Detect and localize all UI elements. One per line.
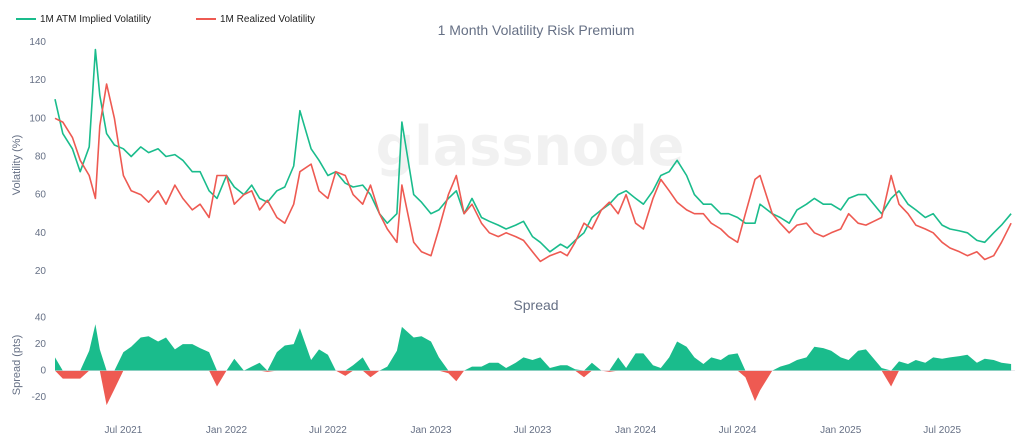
spread-y-axis-ticks: -20 0 20 40 [32, 313, 47, 403]
spread-y-axis-title: Spread (pts) [11, 335, 23, 396]
spread-y-tick-label: 0 [40, 366, 46, 377]
main-chart-title: 1 Month Volatility Risk Premium [438, 22, 635, 38]
y-tick-label: 20 [35, 266, 47, 277]
spread-chart-title: Spread [513, 297, 558, 313]
y-tick-label: 40 [35, 228, 47, 239]
spread-y-tick-label: -20 [32, 392, 47, 403]
x-tick-label: Jul 2021 [104, 425, 142, 436]
x-tick-label: Jul 2023 [514, 425, 552, 436]
main-y-axis-ticks: 20 40 60 80 100 120 140 [29, 37, 46, 277]
legend-label-implied[interactable]: 1M ATM Implied Volatility [40, 14, 151, 25]
spread-y-tick-label: 20 [35, 339, 47, 350]
x-tick-label: Jul 2025 [923, 425, 961, 436]
y-tick-label: 140 [29, 37, 46, 48]
y-tick-label: 120 [29, 75, 46, 86]
y-tick-label: 80 [35, 151, 47, 162]
y-tick-label: 100 [29, 113, 46, 124]
x-tick-label: Jan 2022 [206, 425, 248, 436]
x-tick-label: Jan 2024 [615, 425, 657, 436]
realized-volatility-line [54, 83, 1012, 263]
volatility-line-series [54, 48, 1012, 263]
spread-negative-area [55, 370, 1012, 406]
spread-area-series [55, 324, 1015, 406]
x-tick-label: Jul 2024 [719, 425, 757, 436]
spread-positive-area [55, 324, 1012, 371]
x-tick-label: Jan 2025 [820, 425, 862, 436]
spread-y-tick-label: 40 [35, 313, 47, 324]
legend[interactable]: 1M ATM Implied Volatility 1M Realized Vo… [16, 14, 315, 25]
watermark-logo: glassnode [376, 115, 685, 178]
implied-volatility-line [54, 48, 1012, 253]
legend-label-realized[interactable]: 1M Realized Volatility [220, 14, 315, 25]
x-tick-label: Jul 2022 [309, 425, 347, 436]
y-tick-label: 60 [35, 190, 47, 201]
x-tick-label: Jan 2023 [410, 425, 452, 436]
x-axis-ticks: Jul 2021 Jan 2022 Jul 2022 Jan 2023 Jul 2023… [104, 425, 961, 436]
main-y-axis-title: Volatility (%) [11, 135, 23, 196]
